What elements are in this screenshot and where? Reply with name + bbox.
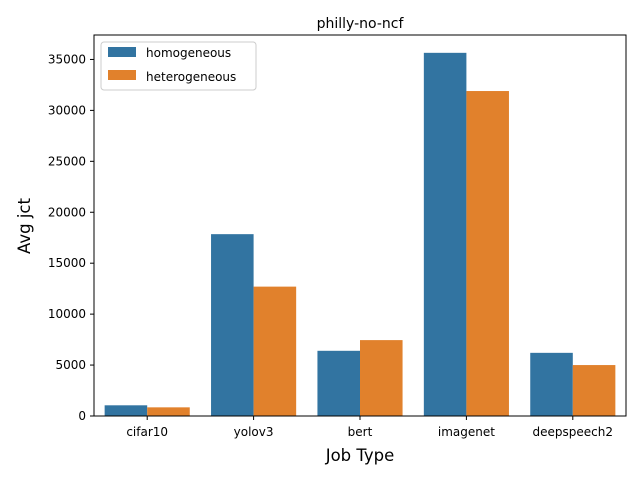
chart-title: philly-no-ncf xyxy=(317,16,405,32)
x-axis-ticks: cifar10 yolov3 bert imagenet deepspeech2 xyxy=(126,416,613,439)
x-tick-label: deepspeech2 xyxy=(533,425,613,439)
bar-homogeneous-deepspeech2 xyxy=(530,352,573,416)
x-axis-label: Job Type xyxy=(325,446,395,465)
legend-swatch-heterogeneous xyxy=(108,70,136,80)
y-tick-label: 5000 xyxy=(55,358,86,372)
bar-homogeneous-yolov3 xyxy=(211,234,254,416)
y-axis-label: Avg jct xyxy=(15,198,34,254)
x-tick-label: cifar10 xyxy=(126,425,168,439)
y-tick-label: 25000 xyxy=(48,154,86,168)
y-tick-label: 20000 xyxy=(48,205,86,219)
bar-heterogeneous-bert xyxy=(360,340,403,416)
plot-frame xyxy=(93,34,627,417)
y-tick-label: 35000 xyxy=(48,52,86,66)
legend-box xyxy=(100,41,257,91)
bars-group xyxy=(104,52,616,416)
y-tick-label: 15000 xyxy=(48,256,86,270)
y-tick-label: 10000 xyxy=(48,307,86,321)
bar-heterogeneous-yolov3 xyxy=(253,286,297,416)
bar-heterogeneous-cifar10 xyxy=(147,407,190,416)
y-tick-label: 30000 xyxy=(48,103,86,117)
legend: homogeneous heterogeneous xyxy=(100,41,257,91)
y-tick-label: 0 xyxy=(78,409,86,423)
x-tick-label: yolov3 xyxy=(234,425,274,439)
y-axis-ticks: 0 5000 10000 15000 20000 25000 30000 35000 xyxy=(48,52,94,423)
legend-label-homogeneous: homogeneous xyxy=(146,46,231,60)
legend-label-heterogeneous: heterogeneous xyxy=(146,70,236,84)
bar-homogeneous-cifar10 xyxy=(104,405,148,416)
bar-homogeneous-imagenet xyxy=(423,52,467,416)
bar-homogeneous-bert xyxy=(317,350,360,416)
x-tick-label: imagenet xyxy=(438,425,495,439)
bar-heterogeneous-imagenet xyxy=(466,91,509,416)
x-tick-label: bert xyxy=(348,425,373,439)
bar-heterogeneous-deepspeech2 xyxy=(572,365,616,416)
legend-swatch-homogeneous xyxy=(108,47,136,57)
